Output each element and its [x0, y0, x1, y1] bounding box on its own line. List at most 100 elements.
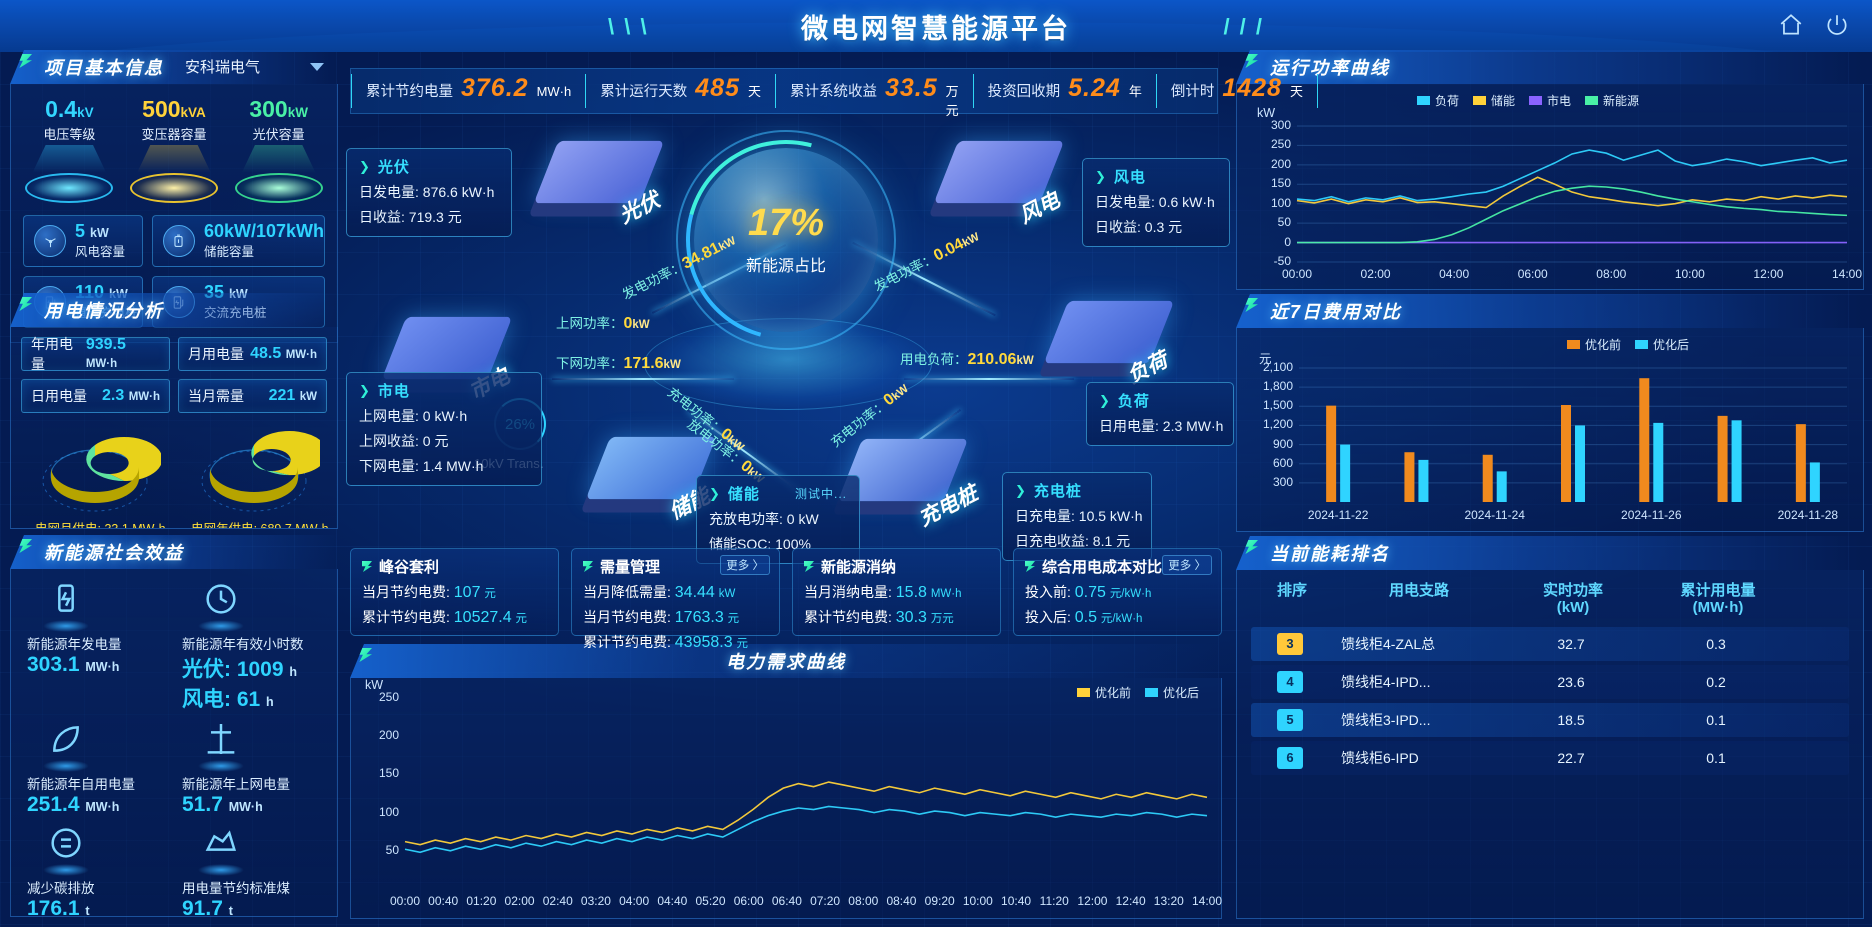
card-row-label: 当月降低需量: — [583, 584, 675, 600]
node-ess[interactable]: 储能 — [585, 436, 717, 524]
rank-branch-name: 馈线柜4-ZAL总 — [1341, 635, 1436, 652]
capacity-tile[interactable]: 5 kW 风电容量 — [23, 215, 143, 267]
capsule-label: 变压器容量 — [141, 127, 207, 142]
card-row-label: 当月节约电费: — [362, 584, 454, 600]
legend-item[interactable]: 优化前 — [1567, 336, 1621, 353]
y-tick: 1,800 — [1262, 379, 1293, 394]
flowlabel-grid-down: 下网功率：171.6kW — [556, 355, 681, 372]
rank-energy: 0.1 — [1706, 711, 1726, 728]
infobox-tag-ess: 测试中... — [794, 487, 847, 501]
app-header: \ \ \ 微电网智慧能源平台 / / / — [0, 0, 1872, 52]
infobox-load[interactable]: ❯ 负荷 日用电量: 2.3 MW·h — [1086, 382, 1234, 446]
home-icon[interactable] — [1778, 12, 1804, 43]
panel-body-rank: 排序 用电支路 实时功率 (kW) 累计用电量 (MW·h) 3 馈线柜4-ZAL总 32… — [1236, 570, 1864, 919]
kpi-value: 5.24 — [1068, 74, 1121, 102]
card-row-unit: 元 — [736, 638, 749, 650]
y-axis-label: kW — [365, 678, 384, 692]
infobox-ev[interactable]: ❯ 充电桩 日充电量: 10.5 kW·h 日充电收益: 8.1 元 — [1002, 472, 1152, 561]
benefit-item: 新能源年自用电量 251.4 MW·h — [21, 717, 172, 817]
benefit-value: 303.1 MW·h — [27, 653, 120, 676]
legend-item[interactable]: 市电 — [1529, 92, 1571, 109]
arrow-icon: ❯ — [1095, 168, 1107, 184]
kpi-label: 累计运行天数 — [600, 84, 688, 100]
legend-item[interactable]: 新能源 — [1585, 92, 1639, 109]
table-row[interactable]: 5 馈线柜3-IPD... 18.5 0.1 — [1251, 702, 1849, 737]
usage-metric-label: 日用电量 — [31, 388, 87, 404]
page-title: 微电网智慧能源平台 — [801, 14, 1071, 44]
infobox-row: 上网电量: 0 kW·h — [359, 408, 468, 424]
card-row-label: 累计节约电费: — [583, 634, 675, 650]
y-tick: 300 — [1270, 118, 1291, 132]
more-button[interactable]: 更多 〉 — [1162, 555, 1212, 575]
infobox-grid[interactable]: ❯ 市电 上网电量: 0 kW·h 上网收益: 0 元 下网电量: 1.4 MW… — [346, 372, 542, 486]
arrow-icon: ❯ — [1015, 482, 1027, 498]
node-ev[interactable]: 充电桩 — [837, 438, 981, 531]
node-load[interactable]: 负荷 — [1043, 300, 1175, 388]
table-row[interactable]: 4 馈线柜4-IPD... 23.6 0.2 — [1251, 664, 1849, 699]
capsule-disc — [129, 173, 218, 203]
kpi-card: 综合用电成本对比 更多 〉投入前: 0.75 元/kW·h 投入后: 0.5 元/k… — [1013, 548, 1222, 636]
header-slashes-left: \ \ \ — [608, 14, 649, 39]
rank-badge: 5 — [1251, 708, 1329, 731]
panel-title-demand: 电力需求曲线 — [726, 652, 846, 672]
y-tick: 900 — [1272, 436, 1293, 451]
node-wind[interactable]: 风电 — [933, 140, 1065, 228]
capsule-beam — [136, 145, 211, 173]
legend-item[interactable]: 优化后 — [1635, 336, 1689, 353]
x-tick: 05:20 — [695, 894, 726, 908]
panel-header-benefit: 新能源社会效益 — [10, 535, 338, 569]
panel-title-rank: 当前能耗排名 — [1270, 544, 1390, 564]
legend-item[interactable]: 储能 — [1473, 92, 1515, 109]
capsule-value: 500kVA — [142, 96, 206, 122]
kpi-unit: 天 — [747, 84, 761, 99]
x-tick: 12:40 — [1115, 894, 1146, 908]
legend-item[interactable]: 优化后 — [1144, 684, 1199, 701]
benefit-label: 新能源年上网电量 — [182, 777, 290, 792]
legend-item[interactable]: 优化前 — [1076, 684, 1131, 701]
panel-title-usage: 用电情况分析 — [44, 301, 164, 321]
battery-icon — [162, 225, 195, 257]
flag-icon — [362, 561, 372, 572]
chevron-down-icon[interactable] — [310, 62, 324, 71]
infobox-wind[interactable]: ❯ 风电 日发电量: 0.6 kW·h 日收益: 0.3 元 — [1082, 158, 1230, 247]
legend-swatch — [1567, 340, 1580, 349]
usage-metric-value: 48.5 MW·h — [250, 345, 317, 362]
table-row[interactable]: 3 馈线柜4-ZAL总 32.7 0.3 — [1251, 626, 1849, 661]
node-pv[interactable]: 光伏 — [533, 140, 665, 228]
panel-header-rank: 当前能耗排名 — [1236, 536, 1864, 570]
chart-cost-compare[interactable]: 2,100 1,800 1,500 1,200 900 600 300 2024-11-22 2… — [1237, 328, 1863, 531]
card-row-unit: 元 — [727, 613, 740, 625]
chart-power-curve[interactable]: 300 250 200 150 100 50 0 -50 00:00 02:00 04:00 06:0… — [1237, 84, 1863, 289]
project-selector[interactable]: 安科瑞电气 — [185, 56, 324, 77]
x-tick: 2024-11-24 — [1464, 508, 1525, 522]
kpi-label: 累计系统收益 — [789, 84, 877, 100]
flag-icon — [1244, 298, 1258, 312]
kpi-label: 倒计时 — [1170, 84, 1215, 100]
x-tick: 02:00 — [1360, 267, 1391, 281]
more-button[interactable]: 更多 〉 — [720, 555, 770, 575]
x-tick: 04:00 — [619, 894, 650, 908]
flag-icon — [1244, 540, 1258, 554]
grid-icon — [198, 719, 256, 772]
chart-demand-curve[interactable]: 250 200 150 100 50 00:00 00:40 01:20 02:00 02:40 0… — [351, 678, 1222, 918]
chart-svg — [1296, 125, 1848, 263]
tile-value: 5 kW — [75, 221, 109, 242]
card-row: 投入后: 0.5 元/kW·h — [1025, 607, 1210, 627]
benefit-item: 新能源年发电量 303.1 MW·h — [21, 577, 172, 713]
kpi-label: 投资回收期 — [987, 84, 1061, 100]
legend-label: 市电 — [1547, 94, 1572, 108]
infobox-pv[interactable]: ❯ 光伏 日发电量: 876.6 kW·h 日收益: 719.3 元 — [346, 148, 512, 237]
usage-donut[interactable] — [20, 423, 170, 520]
power-icon[interactable] — [1824, 12, 1850, 43]
kpi-card: 需量管理 更多 〉当月降低需量: 34.44 kW 当月节约电费: 1763.3 元… — [571, 548, 780, 651]
table-row[interactable]: 6 馈线柜6-IPD 22.7 0.1 — [1251, 740, 1849, 775]
card-row-unit: 元 — [484, 588, 496, 600]
usage-donut[interactable] — [179, 423, 329, 520]
node-grid[interactable]: 市电 — [381, 316, 514, 404]
rank-branch-name: 馈线柜6-IPD — [1341, 749, 1419, 766]
y-tick: 50 — [385, 842, 399, 857]
rank-power: 22.7 — [1557, 749, 1585, 766]
legend-item[interactable]: 负荷 — [1417, 92, 1459, 109]
capacity-tile[interactable]: 60kW/107kWh 储能容量 — [151, 215, 325, 267]
x-tick: 04:40 — [657, 894, 688, 908]
